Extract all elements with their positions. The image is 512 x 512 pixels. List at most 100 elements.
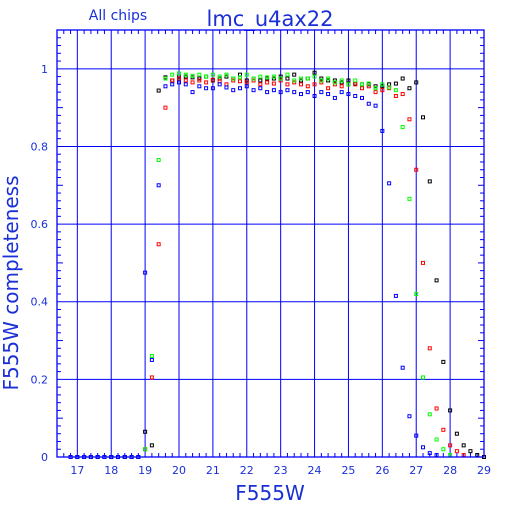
data-point-red <box>265 80 270 85</box>
data-point-black <box>149 443 154 448</box>
data-point-blue <box>183 82 188 87</box>
data-point-blue <box>312 93 317 98</box>
data-point-red <box>258 82 263 87</box>
y-tick-label: 0.8 <box>31 140 49 153</box>
axis-ticks: 17 18 19 20 21 22 23 24 25 26 27 28 29 0 0.2 0.4 0.6 0.8 1 <box>31 30 491 477</box>
data-point-green <box>427 412 432 417</box>
data-point-red <box>414 167 419 172</box>
data-point-red <box>312 82 317 87</box>
data-point-black <box>448 408 453 413</box>
y-tick-label: 0.2 <box>31 373 49 386</box>
data-point-black <box>454 431 459 436</box>
data-points <box>68 70 486 459</box>
data-point-green <box>217 74 222 79</box>
data-point-black <box>441 359 446 364</box>
x-tick-label: 29 <box>477 464 491 477</box>
y-tick-label: 1 <box>41 63 48 76</box>
data-point-green <box>177 71 181 76</box>
data-point-blue <box>360 95 364 100</box>
data-point-red <box>183 78 188 83</box>
data-point-black <box>414 80 419 85</box>
data-point-black <box>427 179 432 184</box>
data-point-blue <box>407 414 412 419</box>
x-tick-label: 18 <box>104 464 118 477</box>
data-point-green <box>434 437 439 442</box>
data-point-green <box>156 158 161 163</box>
data-point-blue <box>156 183 161 188</box>
data-point-blue <box>163 84 168 89</box>
data-point-green <box>400 125 405 130</box>
data-point-blue <box>197 84 202 89</box>
data-point-red <box>285 82 290 87</box>
x-tick-label: 26 <box>375 464 389 477</box>
data-point-red <box>271 81 276 86</box>
chart-subtitle: All chips <box>89 8 147 24</box>
data-point-blue <box>326 92 331 97</box>
data-point-green <box>414 291 419 296</box>
plot-frame <box>56 29 485 458</box>
data-point-green <box>210 72 215 77</box>
x-tick-label: 24 <box>308 464 322 477</box>
data-point-black <box>156 88 161 93</box>
data-point-blue <box>224 85 229 90</box>
data-point-black <box>285 76 290 81</box>
data-point-green <box>421 375 425 380</box>
data-point-green <box>197 72 202 77</box>
x-tick-label: 17 <box>70 464 84 477</box>
data-point-blue <box>265 90 270 95</box>
data-point-blue <box>149 357 154 362</box>
data-point-green <box>393 88 398 93</box>
data-point-green <box>143 447 148 452</box>
data-point-green <box>441 447 446 452</box>
y-tick-label: 0 <box>41 451 48 464</box>
data-point-blue <box>217 82 222 87</box>
data-point-blue <box>387 181 392 186</box>
data-point-green <box>346 82 351 87</box>
x-tick-label: 19 <box>138 464 152 477</box>
data-point-blue <box>170 82 175 87</box>
data-point-green <box>299 76 303 81</box>
x-axis-label: F555W <box>235 481 305 505</box>
data-point-blue <box>332 95 337 100</box>
chart-title: lmc_u4ax22 <box>206 7 333 32</box>
data-point-blue <box>421 445 425 450</box>
data-point-green <box>339 78 344 83</box>
data-point-black <box>393 81 398 86</box>
data-point-blue <box>299 92 303 97</box>
data-point-black <box>346 78 351 83</box>
data-point-red <box>210 77 215 82</box>
data-point-blue <box>339 90 344 95</box>
data-point-red <box>441 427 446 432</box>
data-point-green <box>360 82 364 87</box>
data-point-red <box>421 260 425 265</box>
data-point-green <box>312 74 317 79</box>
data-point-blue <box>210 86 215 91</box>
data-point-red <box>163 105 168 110</box>
data-point-red <box>177 76 181 81</box>
grid-lines <box>57 30 484 457</box>
data-point-green <box>285 72 290 77</box>
data-point-green <box>380 82 385 87</box>
x-tick-label: 27 <box>409 464 423 477</box>
data-point-blue <box>177 80 181 85</box>
data-point-red <box>326 86 331 91</box>
data-point-red <box>299 82 303 87</box>
data-point-red <box>224 82 229 87</box>
data-point-red <box>197 78 202 83</box>
data-point-black <box>468 449 473 454</box>
data-point-black <box>407 86 412 91</box>
data-point-blue <box>319 90 324 95</box>
data-point-red <box>305 84 310 89</box>
data-point-red <box>407 117 412 122</box>
data-point-black <box>421 115 425 120</box>
data-point-black <box>387 82 392 87</box>
data-point-green <box>366 81 371 86</box>
data-point-black <box>258 78 263 83</box>
data-point-green <box>251 76 256 81</box>
data-point-red <box>353 82 358 87</box>
data-point-blue <box>414 433 419 438</box>
data-point-green <box>292 78 297 83</box>
data-point-green <box>373 86 378 91</box>
y-axis-label: F555W completeness <box>0 175 23 390</box>
